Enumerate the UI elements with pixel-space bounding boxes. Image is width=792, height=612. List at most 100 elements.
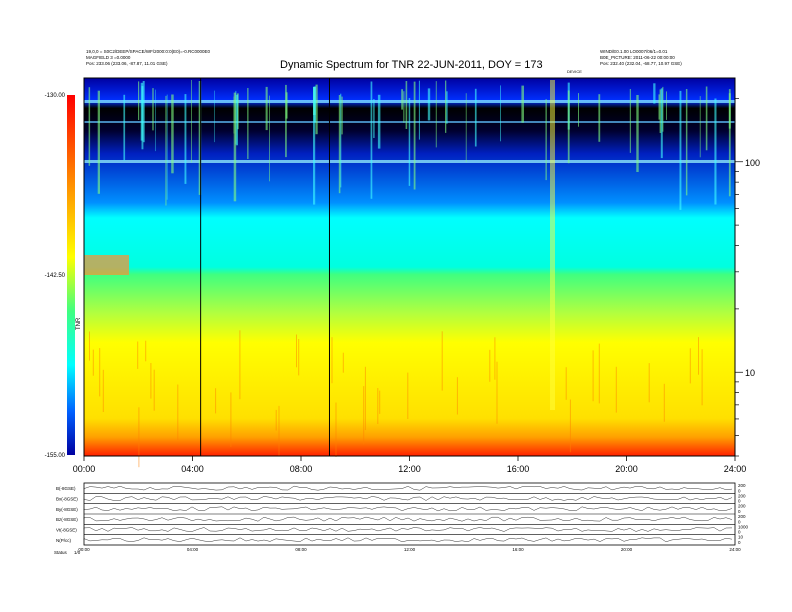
- spectro-streak: [658, 94, 660, 120]
- lower-x-tick-label: 16:00: [512, 547, 524, 552]
- spectro-streak: [315, 84, 318, 135]
- spectro-streak: [663, 383, 665, 422]
- spectro-streak: [705, 86, 708, 151]
- spectro-streak: [615, 366, 617, 413]
- lower-row-trace: [83, 527, 733, 532]
- spectro-streak: [379, 390, 381, 414]
- spectro-streak: [377, 388, 379, 424]
- lower-x-tick-label: 20:00: [621, 547, 633, 552]
- spectro-streak: [401, 89, 403, 110]
- spectro-streak: [403, 91, 405, 123]
- header-right-line-2: B0E_PICTURE: 2011-06-22 00:00:00: [600, 55, 675, 60]
- spectro-streak: [373, 99, 375, 138]
- spectro-streak: [405, 81, 408, 129]
- lower-row-right-tick: 0: [738, 499, 741, 504]
- header-right-line-3: Pos: 232.40 (232.04, -68.77, 10.97 GSE): [600, 61, 682, 66]
- spectro-streak: [456, 377, 458, 415]
- lower-panel-x-ticks: 00:00 04:00 08:00 12:00 16:00 20:00 24:00: [78, 547, 741, 552]
- spectro-streak: [465, 93, 467, 163]
- spectro-streak: [138, 81, 140, 120]
- spectro-streak: [592, 350, 594, 402]
- spectro-streak: [177, 384, 179, 440]
- spectro-streak: [407, 372, 409, 419]
- spectro-streak: [335, 402, 337, 457]
- spectro-streak: [364, 366, 366, 431]
- lower-row-trace: [83, 506, 733, 512]
- spectro-streak: [445, 80, 447, 133]
- lower-row-right-tick: 0: [738, 530, 741, 535]
- x-tick-label: 04:00: [181, 464, 204, 474]
- spectro-streak: [141, 86, 144, 150]
- spectro-streak: [474, 88, 477, 147]
- lower-row-label: B(-8GSE): [56, 486, 76, 491]
- vertical-markers: [200, 78, 330, 456]
- lower-row-right-tick: 200: [738, 483, 746, 488]
- spectro-streak: [377, 94, 381, 149]
- spectro-streak: [265, 86, 268, 131]
- spectro-streak: [408, 98, 411, 186]
- header-left-line-2: MAGFIELD 3 =0.0000: [86, 55, 131, 60]
- spectro-streak: [97, 90, 100, 194]
- x-tick-label: 20:00: [615, 464, 638, 474]
- spectro-streak: [214, 90, 215, 143]
- spectro-streak: [728, 93, 731, 129]
- spectro-streak: [269, 95, 270, 182]
- spectro-streak: [446, 91, 448, 124]
- spectro-streak: [152, 88, 154, 131]
- spectro-streak: [235, 94, 238, 146]
- lower-x-tick-label: 12:00: [404, 547, 416, 552]
- lower-row-label: N(P/cc): [56, 538, 72, 543]
- spectrogram-features: [84, 80, 735, 468]
- spectro-streak: [171, 94, 174, 174]
- spectro-streak: [92, 349, 94, 376]
- spectro-streak: [123, 94, 126, 161]
- spectro-streak: [155, 89, 156, 152]
- spectro-streak: [598, 343, 600, 404]
- spectro-streak: [569, 399, 571, 453]
- x-tick-label: 24:00: [724, 464, 747, 474]
- spectro-streak: [565, 367, 567, 400]
- spectro-streak: [338, 95, 341, 194]
- lower-x-tick-label: 08:00: [295, 547, 307, 552]
- y-axis-ticks: 10 100: [735, 98, 760, 457]
- spectro-streak: [138, 407, 140, 468]
- spectro-streak: [567, 90, 570, 164]
- spectro-streak: [285, 84, 287, 158]
- header-left-info: 19,0,0 = S0C2/DEEP/SPACE/WF/2000:0:0(E0)…: [86, 49, 210, 67]
- colorbar-ticks: -130.00 -142.50 -155.00: [45, 93, 66, 459]
- spectro-streak: [666, 91, 667, 120]
- spectro-streak: [685, 89, 688, 196]
- header-right-info: WIND/E0.1.00 LO0007/06/1=0.01 B0E_PICTUR…: [600, 49, 682, 67]
- spectro-streak: [247, 88, 249, 159]
- spectro-streak: [239, 330, 241, 400]
- spectro-streak: [166, 94, 168, 200]
- spectro-streak: [341, 96, 343, 135]
- lower-row-right-tick: 0: [738, 509, 741, 514]
- lower-row-right-tick: 1000: [738, 524, 749, 529]
- lower-row-trace: [83, 496, 733, 501]
- spectro-streak: [435, 81, 437, 148]
- lower-row-right-tick: 0: [738, 519, 741, 524]
- spectro-streak: [278, 405, 280, 456]
- lower-row-label: Vt(-8GSE): [56, 528, 77, 533]
- lower-panel-rows: B(-8GSE)2000Bx(-8GSE)2000By(-8GSE)2000Bz…: [56, 483, 749, 545]
- spectro-streak: [418, 80, 420, 140]
- spectro-streak: [137, 341, 139, 369]
- spectro-streak: [679, 90, 682, 210]
- spectro-streak: [427, 88, 431, 121]
- lower-row-label: Bx(-8GSE): [56, 497, 78, 502]
- spectro-streak: [150, 363, 152, 399]
- spectro-streak: [285, 92, 288, 119]
- spectro-streak: [489, 349, 491, 382]
- spectro-streak: [370, 81, 373, 199]
- spectro-streak: [648, 363, 650, 403]
- spectro-streak: [500, 85, 501, 142]
- spectro-streak: [142, 81, 145, 143]
- spectro-feature: [550, 80, 555, 410]
- lower-row-right-tick: 0: [738, 540, 741, 545]
- lower-row-label: Bz(-8GSE): [56, 517, 78, 522]
- chart-title: Dynamic Spectrum for TNR 22-JUN-2011, DO…: [280, 59, 543, 71]
- spectro-streak: [714, 98, 717, 205]
- lower-footer-label: Status: [54, 550, 68, 555]
